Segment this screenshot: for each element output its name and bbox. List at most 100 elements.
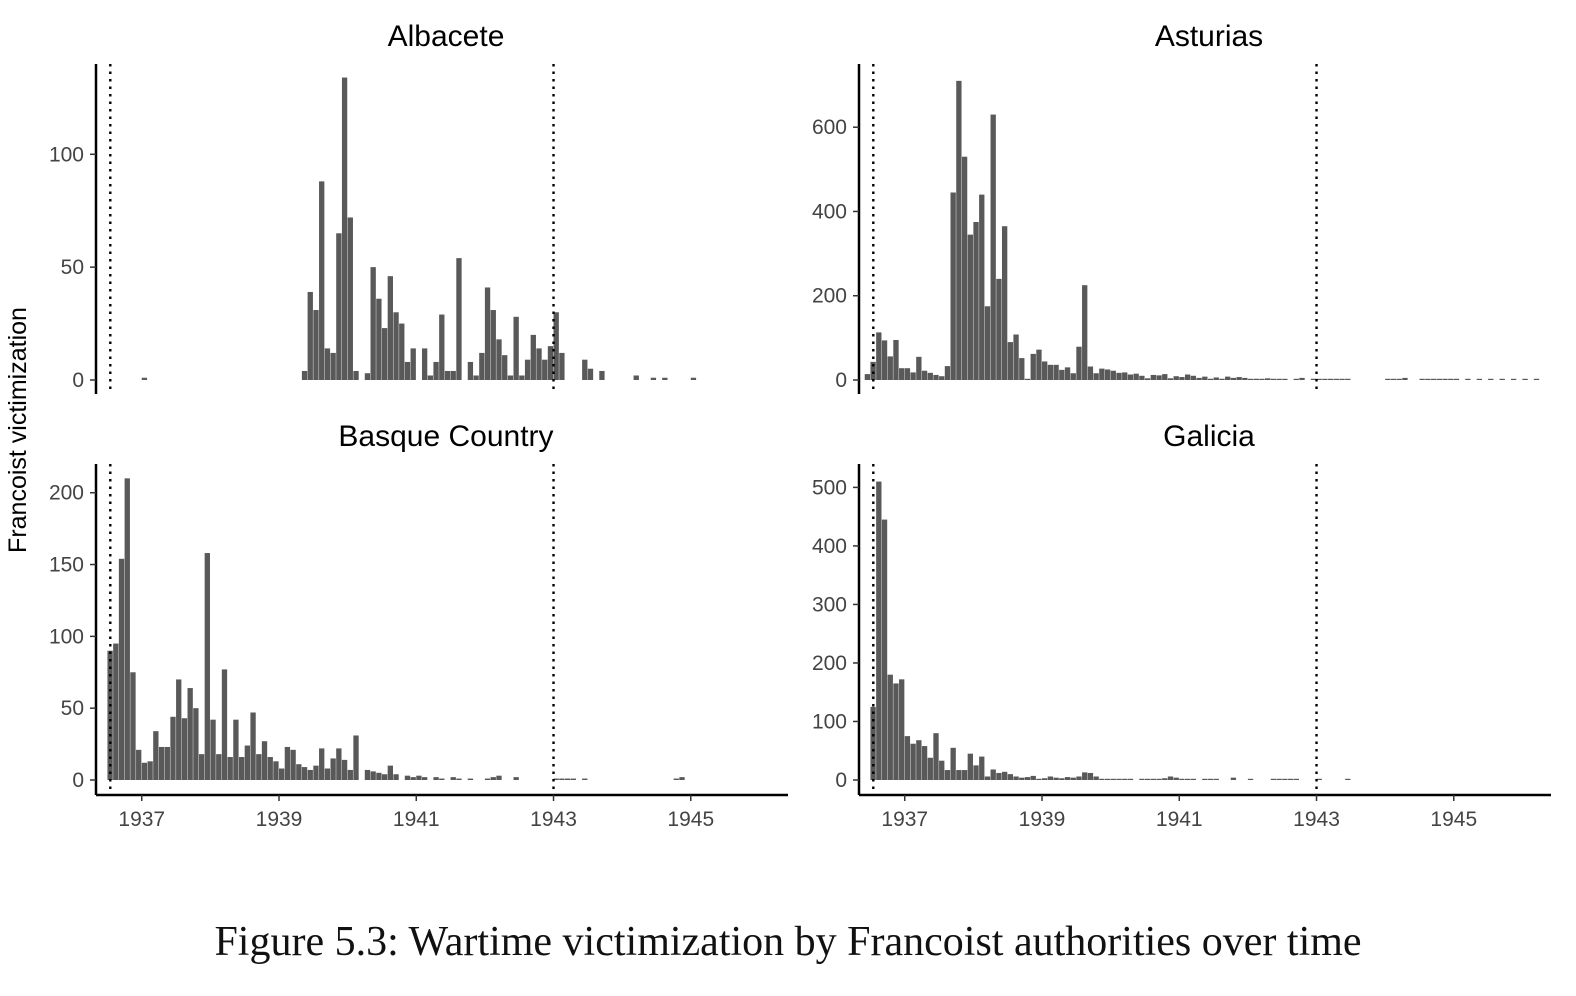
x-tick-label: 1939 bbox=[256, 808, 303, 831]
bar bbox=[1162, 778, 1168, 780]
bar bbox=[1144, 778, 1151, 780]
bar bbox=[1488, 378, 1494, 380]
bar bbox=[1030, 775, 1036, 780]
bar bbox=[284, 746, 291, 780]
bar bbox=[1053, 364, 1059, 380]
bar bbox=[1013, 334, 1019, 380]
bar bbox=[944, 770, 951, 780]
bar bbox=[910, 743, 916, 780]
bar bbox=[313, 765, 319, 780]
bar bbox=[136, 749, 142, 780]
bar bbox=[387, 765, 393, 780]
bar bbox=[330, 352, 336, 380]
bar bbox=[244, 745, 251, 780]
bar bbox=[364, 769, 371, 780]
bar bbox=[1510, 378, 1517, 380]
bar bbox=[916, 356, 922, 380]
bar bbox=[933, 733, 939, 780]
bar bbox=[956, 770, 962, 780]
bar bbox=[404, 361, 411, 380]
bar bbox=[1333, 378, 1339, 380]
bar bbox=[1345, 778, 1351, 780]
bar bbox=[381, 774, 388, 780]
bar bbox=[1162, 374, 1168, 380]
bar bbox=[1316, 378, 1322, 380]
bar bbox=[347, 217, 353, 380]
bar bbox=[916, 740, 922, 780]
bar bbox=[198, 754, 205, 780]
bar bbox=[1167, 776, 1174, 780]
bar bbox=[1339, 378, 1345, 380]
bar bbox=[444, 370, 451, 380]
bar bbox=[662, 377, 668, 380]
bar bbox=[1430, 378, 1437, 380]
bar bbox=[984, 306, 991, 380]
bar bbox=[450, 370, 456, 380]
bar bbox=[164, 746, 170, 780]
bar bbox=[1070, 373, 1076, 380]
bar bbox=[450, 777, 456, 780]
bar bbox=[1202, 376, 1208, 380]
bar bbox=[1448, 378, 1454, 380]
bar bbox=[496, 339, 502, 380]
bar bbox=[1247, 778, 1254, 780]
bar bbox=[1030, 353, 1036, 380]
bar bbox=[1282, 378, 1288, 380]
bar bbox=[679, 777, 685, 780]
bar bbox=[273, 761, 279, 780]
bar bbox=[490, 310, 496, 380]
bar bbox=[876, 481, 882, 780]
bar bbox=[973, 222, 979, 380]
bar bbox=[147, 761, 153, 780]
bar bbox=[1110, 370, 1116, 380]
bar bbox=[364, 373, 371, 380]
bar bbox=[496, 775, 502, 780]
bar bbox=[490, 777, 496, 780]
bar bbox=[324, 768, 331, 780]
bar bbox=[927, 372, 933, 380]
bar bbox=[524, 359, 531, 380]
bar bbox=[984, 776, 991, 780]
bar bbox=[950, 747, 956, 780]
y-tick-label: 200 bbox=[49, 482, 84, 505]
bar bbox=[967, 753, 973, 780]
bar bbox=[336, 748, 342, 780]
bar bbox=[467, 361, 474, 380]
panel-title: Albacete bbox=[388, 20, 505, 53]
bar bbox=[1122, 372, 1128, 380]
bar bbox=[301, 767, 308, 780]
bar bbox=[587, 368, 594, 380]
bar bbox=[1316, 778, 1322, 780]
bar bbox=[1396, 378, 1402, 380]
bar bbox=[1293, 378, 1299, 380]
bar bbox=[1144, 378, 1151, 380]
bar bbox=[141, 762, 148, 780]
bar bbox=[324, 348, 331, 380]
bar bbox=[1173, 376, 1179, 380]
bar bbox=[1082, 285, 1088, 380]
bar bbox=[1207, 378, 1214, 380]
bar bbox=[433, 777, 439, 780]
y-tick-label: 0 bbox=[72, 769, 84, 792]
bar bbox=[1024, 378, 1031, 380]
bar bbox=[439, 778, 445, 780]
bar bbox=[1533, 378, 1540, 380]
panel-title: Basque Country bbox=[338, 420, 553, 453]
bar bbox=[1059, 369, 1065, 380]
bar bbox=[1190, 375, 1197, 380]
bar bbox=[990, 114, 996, 380]
bar bbox=[341, 759, 348, 780]
y-tick-label: 100 bbox=[812, 710, 847, 733]
bar bbox=[1042, 778, 1048, 780]
bar bbox=[1042, 361, 1048, 380]
bar bbox=[519, 375, 525, 380]
bar bbox=[181, 718, 188, 780]
bar bbox=[233, 719, 239, 780]
bar bbox=[1122, 778, 1128, 780]
bar bbox=[370, 771, 376, 780]
y-tick-label: 200 bbox=[812, 285, 847, 308]
bar bbox=[1345, 378, 1351, 380]
bar bbox=[330, 758, 336, 780]
bar bbox=[910, 372, 916, 380]
bar bbox=[256, 754, 262, 780]
